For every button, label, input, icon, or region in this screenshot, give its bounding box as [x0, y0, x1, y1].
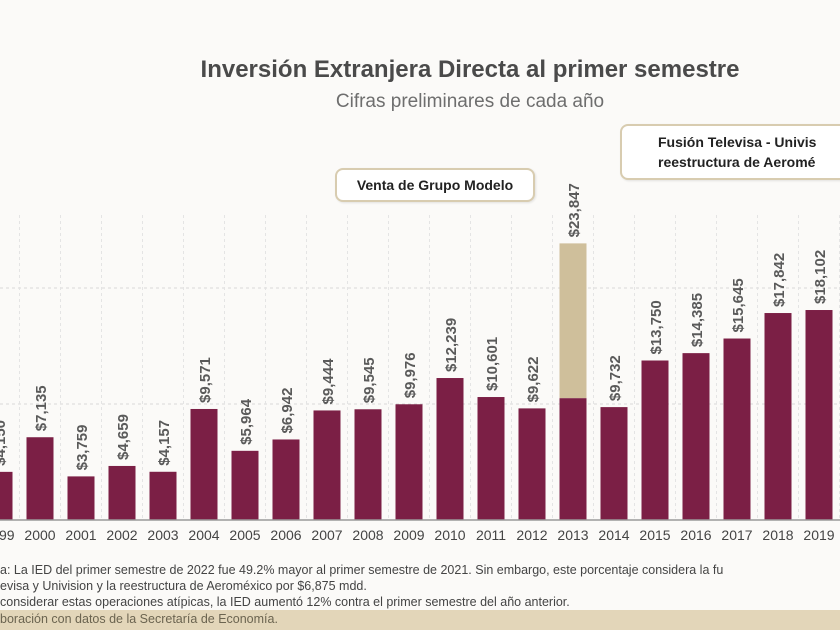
- data-label: $9,732: [607, 355, 624, 401]
- bar: [477, 397, 505, 520]
- data-label: $5,964: [238, 398, 255, 445]
- x-tick-label: 2015: [639, 527, 670, 543]
- bar: [190, 408, 218, 520]
- annotation-line: reestructura de Aeromé: [658, 154, 816, 170]
- note-line: evisa y Univision y la reestructura de A…: [0, 579, 367, 593]
- x-tick-label: 2007: [311, 527, 342, 543]
- x-tick-label: 2004: [188, 527, 219, 543]
- bar: [231, 450, 259, 520]
- x-tick-label: 2009: [393, 527, 424, 543]
- bar: [108, 465, 136, 520]
- data-label: $7,135: [33, 385, 50, 431]
- bar: [313, 410, 341, 520]
- data-label: $15,645: [730, 278, 747, 332]
- x-tick-label: 2008: [352, 527, 383, 543]
- data-label: $4,150: [0, 420, 9, 466]
- x-tick-label: 2011: [476, 527, 506, 543]
- bar: [723, 338, 751, 520]
- data-label: $6,942: [279, 388, 296, 434]
- data-label: $9,622: [525, 356, 542, 402]
- x-tick-label: 2016: [680, 527, 711, 543]
- x-tick-label: 2014: [598, 527, 629, 543]
- bar: [272, 439, 300, 520]
- source-note: boración con datos de la Secretaría de E…: [0, 612, 278, 626]
- annotation-line: Fusión Televisa - Univis: [658, 134, 817, 150]
- bar: [67, 476, 95, 520]
- bar: [682, 353, 710, 520]
- bar: [354, 409, 382, 520]
- annotation-grupo-modelo: Venta de Grupo Modelo: [335, 168, 535, 202]
- data-label: $4,157: [156, 420, 173, 466]
- x-tick-label: 2013: [557, 527, 588, 543]
- data-label: $13,750: [648, 300, 665, 354]
- data-label: $9,571: [197, 357, 214, 403]
- x-tick-label: 2005: [229, 527, 260, 543]
- data-label: $12,239: [443, 318, 460, 372]
- chart-title: Inversión Extranjera Directa al primer s…: [200, 56, 740, 83]
- note-line: a: La IED del primer semestre de 2022 fu…: [0, 563, 724, 577]
- bar: [641, 360, 669, 520]
- data-label: $10,601: [484, 337, 501, 391]
- bar: [559, 398, 587, 520]
- x-tick-label: 2017: [721, 527, 752, 543]
- bar: [805, 310, 833, 520]
- bar: [518, 408, 546, 520]
- x-tick-label: 2006: [270, 527, 301, 543]
- x-tick-label: 2003: [147, 527, 178, 543]
- data-label: $4,659: [115, 414, 132, 460]
- bar: [395, 404, 423, 520]
- bar: [0, 471, 13, 520]
- note-line: considerar estas operaciones atípicas, l…: [0, 595, 570, 609]
- data-label: $17,842: [771, 253, 788, 307]
- bar: [436, 378, 464, 520]
- bar-highlight: [559, 243, 587, 399]
- source-band: boración con datos de la Secretaría de E…: [0, 610, 840, 630]
- data-label: $9,976: [402, 352, 419, 398]
- x-tick-label: 2018: [762, 527, 793, 543]
- x-tick-label: 1999: [0, 527, 15, 543]
- x-tick-label: 2002: [106, 527, 137, 543]
- annotation-televisa-univision: Fusión Televisa - Univis reestructura de…: [620, 124, 840, 180]
- data-label: $18,102: [812, 250, 829, 304]
- x-tick-label: 2019: [803, 527, 834, 543]
- x-tick-label: 2001: [65, 527, 96, 543]
- data-label: $9,545: [361, 357, 378, 403]
- bar-chart: $4,150 1999 $7,135 2000 $3,759 2001 $4,659 2002…: [0, 183, 840, 543]
- x-tick-label: 2010: [434, 527, 465, 543]
- data-label: $14,385: [689, 293, 706, 347]
- bar: [26, 437, 54, 520]
- bar: [600, 407, 628, 520]
- x-tick-label: 2012: [516, 527, 547, 543]
- data-label: $23,847: [566, 183, 583, 237]
- chart-subtitle: Cifras preliminares de cada año: [335, 91, 605, 112]
- x-tick-label: 2000: [24, 527, 55, 543]
- bar: [149, 471, 177, 520]
- data-label: $9,444: [320, 358, 337, 405]
- bar: [764, 313, 792, 520]
- data-label: $3,759: [74, 425, 91, 471]
